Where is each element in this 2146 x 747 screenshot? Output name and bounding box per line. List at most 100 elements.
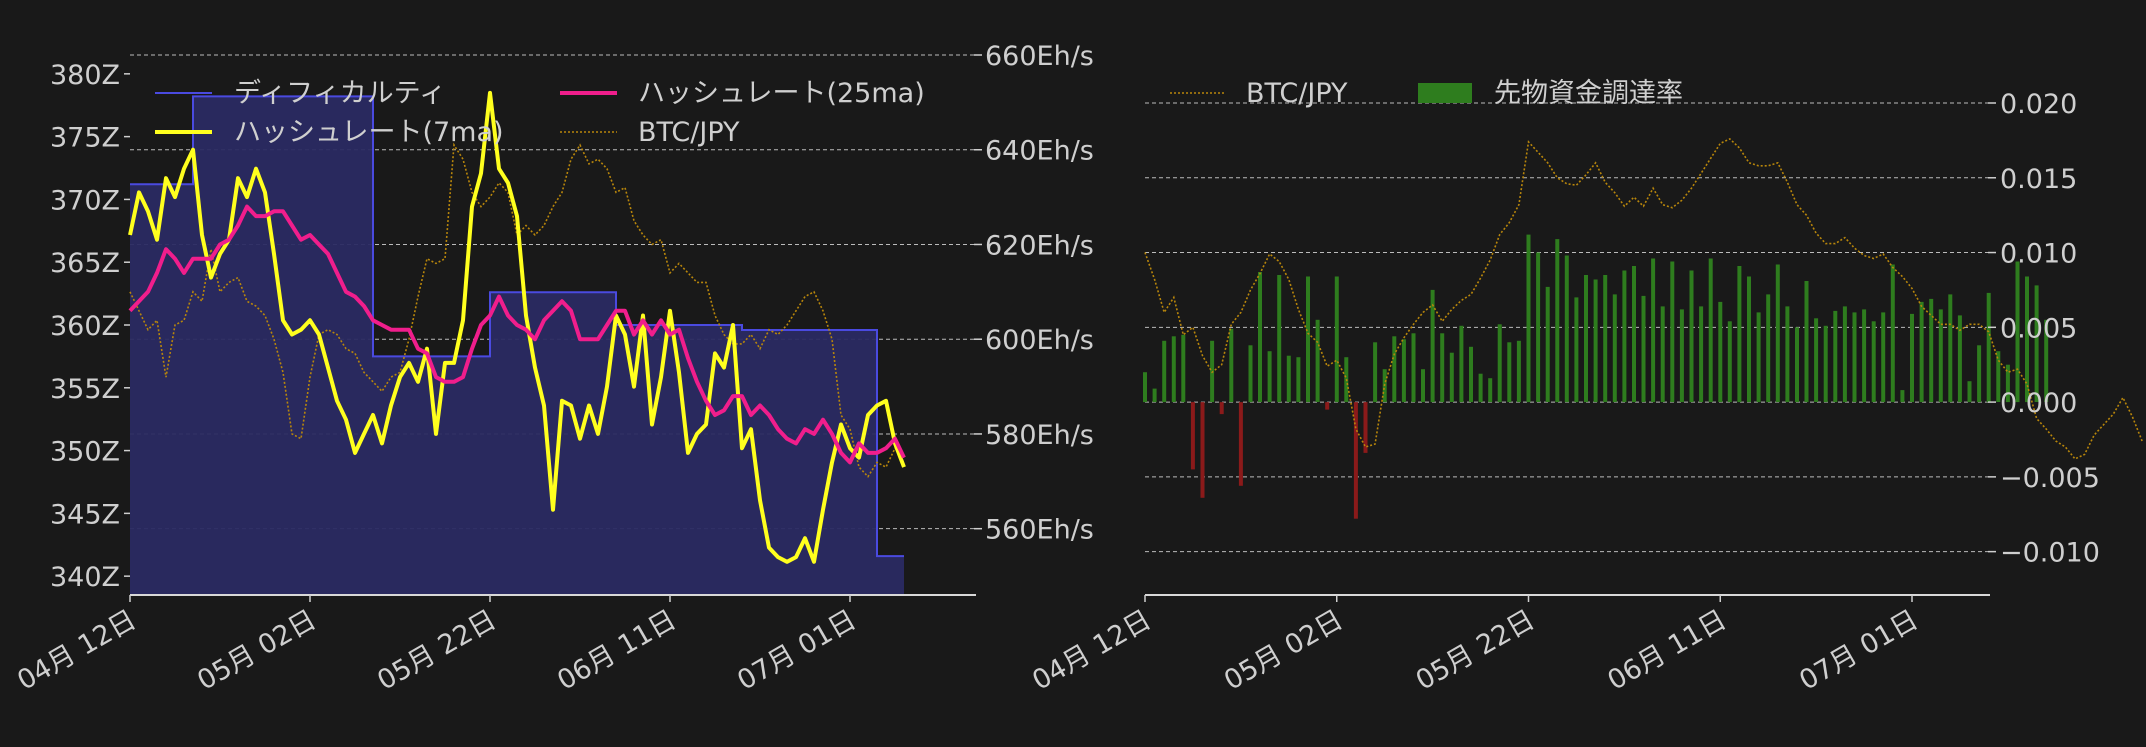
funding-bar bbox=[1545, 286, 1550, 402]
funding-bar bbox=[1411, 333, 1416, 403]
left-tick-label: 370Z bbox=[50, 185, 120, 216]
legend-btc-label: BTC/JPY bbox=[1246, 78, 1348, 109]
funding-bar bbox=[1890, 264, 1895, 403]
funding-bar bbox=[1910, 313, 1914, 403]
funding-bar bbox=[1430, 289, 1435, 403]
legend: ディフィカルティ ハッシュレート(7ma) ハッシュレート(25ma) BTC/… bbox=[155, 78, 925, 148]
left-tick-label: 340Z bbox=[50, 562, 120, 593]
funding-bar bbox=[1823, 325, 1828, 403]
funding-bar bbox=[1449, 352, 1454, 402]
funding-bar bbox=[1641, 295, 1646, 403]
right-tick-label: 0.005 bbox=[2000, 313, 2077, 344]
funding-bar bbox=[1469, 346, 1473, 403]
right-tick-label: −0.005 bbox=[2000, 463, 2100, 494]
right-tick-label: 580Eh/s bbox=[985, 420, 1094, 451]
legend: BTC/JPY 先物資金調達率 bbox=[1170, 78, 1683, 109]
funding-bar bbox=[1593, 279, 1598, 403]
funding-bar bbox=[1603, 275, 1608, 403]
funding-bar bbox=[1238, 402, 1243, 486]
left-tick-label: 375Z bbox=[50, 123, 120, 154]
legend-hash7-label: ハッシュレート(7ma) bbox=[234, 117, 504, 148]
funding-bar bbox=[1833, 310, 1838, 403]
funding-bar bbox=[1334, 276, 1339, 403]
right-tick-label: 560Eh/s bbox=[985, 515, 1094, 546]
funding-bar bbox=[2005, 364, 2010, 403]
left-tick-label: 365Z bbox=[50, 248, 120, 279]
funding-bar bbox=[1267, 351, 1272, 402]
funding-bar bbox=[1555, 239, 1560, 403]
legend-hash25-label: ハッシュレート(25ma) bbox=[638, 78, 925, 109]
funding-bar bbox=[1152, 388, 1157, 403]
funding-bar bbox=[1171, 336, 1176, 403]
funding-bar bbox=[1871, 321, 1876, 403]
funding-bar bbox=[1919, 301, 1924, 403]
funding-bar bbox=[2025, 276, 2029, 403]
funding-bar bbox=[1277, 275, 1282, 403]
funding-bar bbox=[1996, 351, 2001, 402]
left-tick-label: 380Z bbox=[50, 60, 120, 91]
funding-bar bbox=[1229, 328, 1234, 403]
right-tick-label: 660Eh/s bbox=[985, 41, 1094, 72]
funding-bar bbox=[1737, 266, 1742, 403]
funding-bar bbox=[1948, 294, 1953, 403]
funding-bar bbox=[1622, 270, 1627, 403]
funding-bar bbox=[1775, 264, 1780, 403]
left-tick-label: 360Z bbox=[50, 311, 120, 342]
funding-bar bbox=[1536, 252, 1541, 402]
right-tick-label: 620Eh/s bbox=[985, 230, 1094, 261]
right-y-axis-ticks: 0.020 0.015 0.010 0.005 0.000 −0.005 −0.010 bbox=[1988, 89, 2100, 569]
funding-bar bbox=[1497, 324, 1502, 403]
funding-bar bbox=[1699, 306, 1704, 403]
hashrate-25ma-line bbox=[128, 204, 906, 465]
right-tick-label: 0.000 bbox=[2000, 388, 2077, 419]
funding-bar bbox=[1488, 378, 1493, 403]
funding-bar bbox=[1814, 318, 1819, 402]
btc-jpy-line bbox=[129, 142, 905, 478]
funding-bar bbox=[1632, 266, 1636, 403]
funding-bar bbox=[1564, 255, 1569, 403]
funding-bar bbox=[1440, 333, 1445, 403]
funding-bar bbox=[1718, 301, 1723, 403]
funding-bar bbox=[1421, 369, 1425, 403]
hashrate-7ma-line bbox=[128, 90, 906, 564]
right-y-axis-ticks: 560Eh/s 580Eh/s 600Eh/s 620Eh/s 640Eh/s 660Eh… bbox=[974, 41, 1094, 546]
funding-bar bbox=[1747, 276, 1751, 403]
funding-bar bbox=[1143, 372, 1147, 403]
funding-bar bbox=[1584, 275, 1588, 403]
funding-bar bbox=[1459, 325, 1464, 403]
funding-bar bbox=[1258, 272, 1262, 403]
funding-bar bbox=[1689, 270, 1694, 403]
legend-funding-label: 先物資金調達率 bbox=[1494, 78, 1683, 109]
funding-bar bbox=[1785, 306, 1790, 403]
right-tick-label: 640Eh/s bbox=[985, 136, 1094, 167]
right-tick-label: 0.015 bbox=[2000, 164, 2077, 195]
funding-bar bbox=[1967, 381, 1972, 403]
right-tick-label: −0.010 bbox=[2000, 538, 2100, 569]
funding-bar bbox=[1248, 345, 1253, 403]
funding-bar bbox=[1353, 402, 1358, 519]
left-y-axis-ticks: 340Z 345Z 350Z 355Z 360Z 365Z 370Z 375Z 380Z bbox=[50, 60, 130, 593]
funding-bar bbox=[1315, 319, 1320, 402]
funding-bar bbox=[1795, 327, 1799, 403]
funding-bar bbox=[1881, 312, 1886, 403]
difficulty-area bbox=[130, 96, 904, 596]
funding-bar bbox=[1401, 339, 1406, 403]
funding-bar bbox=[1804, 281, 1809, 403]
funding-bar bbox=[1219, 402, 1224, 415]
left-tick-label: 350Z bbox=[50, 437, 120, 468]
funding-bar bbox=[2034, 285, 2039, 402]
funding-bar bbox=[2015, 261, 2020, 403]
legend-funding-swatch bbox=[1418, 83, 1472, 103]
funding-bar bbox=[1862, 309, 1867, 403]
funding-bar bbox=[1708, 258, 1713, 403]
funding-bar bbox=[1986, 292, 1991, 403]
funding-bar bbox=[1929, 298, 1934, 403]
left-tick-label: 345Z bbox=[50, 499, 120, 530]
funding-bar bbox=[1574, 297, 1579, 403]
right-tick-label: 0.020 bbox=[2000, 89, 2077, 120]
funding-bar bbox=[1900, 390, 1905, 403]
legend-btc-label: BTC/JPY bbox=[638, 117, 740, 148]
funding-bar bbox=[1363, 402, 1368, 453]
funding-bar bbox=[1516, 340, 1521, 403]
